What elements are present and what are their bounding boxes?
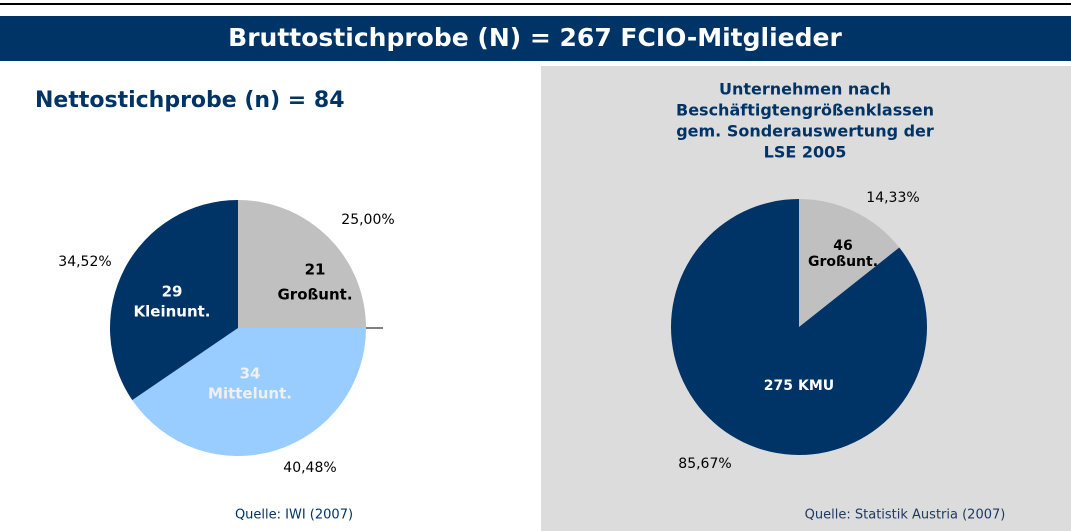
slice-category: Kleinunt. [134, 303, 211, 321]
slice-category: Großunt. [277, 286, 352, 304]
chart-title: Nettostichprobe (n) = 84 [35, 88, 345, 113]
slice-category: Großunt. [808, 254, 878, 270]
slice-value: 29 [162, 283, 183, 301]
pie-slice [799, 199, 900, 327]
source-note: Quelle: IWI (2007) [235, 508, 353, 523]
slice-value: 34 [240, 365, 261, 383]
pie-slice [132, 328, 366, 456]
source-note: Quelle: Statistik Austria (2007) [805, 508, 1006, 523]
percent-label: 40,48% [283, 460, 336, 476]
slice-value: 21 [305, 261, 326, 279]
slice-value: 46 [833, 238, 852, 254]
pie-slice [110, 200, 238, 401]
chart-title: Beschäftigtengrößenklassen [676, 101, 934, 120]
pie-slice [238, 200, 366, 328]
slice-label: 275 KMU [764, 378, 834, 394]
chart-title: LSE 2005 [764, 143, 847, 162]
slice-category: Mittelunt. [208, 385, 292, 403]
header-bar [0, 16, 1071, 61]
pie-slice [670, 199, 927, 455]
chart-title: Unternehmen nach [719, 80, 891, 99]
slice-category: KMU [798, 378, 834, 394]
percent-label: 85,67% [678, 456, 731, 472]
slice-value: 275 [764, 378, 793, 394]
percent-label: 34,52% [58, 254, 111, 270]
percent-label: 25,00% [341, 212, 394, 228]
header-title: Bruttostichprobe (N) = 267 FCIO-Mitglied… [228, 23, 842, 52]
chart-title: gem. Sonderauswertung der [676, 122, 934, 141]
percent-label: 14,33% [866, 190, 919, 206]
